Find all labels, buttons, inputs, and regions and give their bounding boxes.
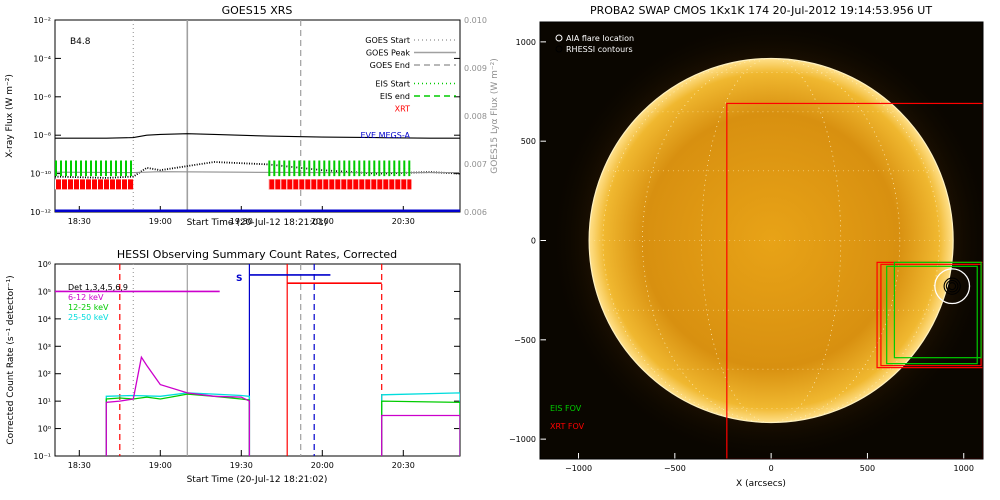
swap-eis-fov-1 [886, 265, 978, 365]
swap-legend-label: RHESSI contours [566, 45, 633, 54]
goes-x-tick-label: 20:00 [311, 217, 334, 226]
swap-fov-label: EIS FOV [550, 404, 582, 413]
hessi-legend-label: 6-12 keV [68, 293, 104, 302]
swap-x-tick-label: 500 [860, 464, 875, 473]
swap-legend-marker [555, 34, 563, 42]
goes-xrt-interval [55, 179, 134, 190]
hessi-flag-label: S [236, 274, 242, 284]
swap-fov-label: XRT FOV [550, 422, 585, 431]
hessi-y-axis-label: Corrected Count Rate (s⁻¹ detector⁻¹) [6, 275, 16, 444]
goes-legend-label: GOES End [370, 61, 410, 70]
swap-y-tick-label: 1000 [516, 38, 536, 47]
hessi-y-tick-label: 10¹ [38, 397, 51, 406]
hessi-x-axis-label: Start Time (20-Jul-12 18:21:02) [187, 475, 328, 485]
hessi-x-tick-label: 18:30 [68, 461, 91, 470]
goes-y-right-tick-label: 0.008 [464, 112, 487, 121]
hessi-chart-title: HESSI Observing Summary Count Rates, Cor… [117, 248, 397, 261]
goes-legend-label: EVE MEGS-A [360, 131, 410, 140]
goes-y-right-tick-label: 0.007 [464, 160, 487, 169]
goes-y-right-axis-label: GOES15 Lyα Flux (W m⁻²) [490, 58, 500, 174]
hessi-y-tick-label: 10⁶ [38, 260, 51, 269]
hessi-legend-label: 25-50 keV [68, 313, 109, 322]
goes-legend-label: EIS end [380, 92, 410, 101]
goes-x-tick-label: 19:30 [230, 217, 253, 226]
goes-y-tick-label: 10⁻⁶ [33, 93, 51, 102]
goes-x-axis-label: Start Time (20-Jul-12 18:21:01) [187, 218, 328, 228]
goes-chart-title: GOES15 XRS [222, 4, 293, 17]
goes-legend-label: GOES Start [365, 36, 410, 45]
swap-rhessi-contour [943, 277, 961, 295]
hessi-legend-label: Det 1,3,4,5,6,9 [68, 283, 128, 292]
hessi-y-tick-label: 10³ [38, 342, 51, 351]
swap-rhessi-contour [948, 282, 957, 291]
swap-aia-flare-location [934, 268, 971, 305]
goes-xrs-chart: GOES15 XRS 10⁻¹² 10⁻¹⁰ 10⁻⁸ 10⁻⁶ 10⁻⁴ 10⁻² 0.… [5, 4, 500, 228]
goes-y-tick-label: 10⁻² [33, 16, 51, 25]
goes-xrt-interval [268, 179, 412, 190]
swap-image-title: PROBA2 SWAP CMOS 1Kx1K 174 20-Jul-2012 1… [590, 4, 932, 17]
hessi-y-tick-label: 10² [38, 370, 51, 379]
swap-x-tick-label: −1000 [565, 464, 592, 473]
hessi-y-tick-label: 10⁰ [38, 425, 51, 434]
hessi-late-series-12-25-kev [381, 400, 460, 456]
goes-y-axis-label: X-ray Flux (W m⁻²) [5, 74, 15, 158]
swap-y-tick-label: 0 [531, 237, 536, 246]
swap-legend-label: AIA flare location [566, 34, 634, 43]
swap-y-tick-label: 500 [521, 137, 536, 146]
hessi-plot-frame [54, 263, 461, 457]
swap-rhessi-contour [945, 279, 959, 293]
goes-x-tick-label: 19:00 [149, 217, 172, 226]
goes-y-right-tick-label: 0.009 [464, 64, 487, 73]
swap-solar-disk [589, 58, 954, 423]
hessi-count-rate-chart: HESSI Observing Summary Count Rates, Cor… [6, 248, 461, 485]
hessi-series-12-25-kev [105, 393, 251, 456]
hessi-y-tick-label: 10⁴ [38, 315, 51, 324]
swap-y-tick-label: −500 [514, 336, 536, 345]
hessi-x-tick-label: 19:00 [149, 461, 172, 470]
hessi-x-tick-label: 20:30 [392, 461, 415, 470]
goes-y-tick-label: 10⁻⁸ [33, 131, 51, 140]
swap-grid-meridian [701, 58, 842, 423]
goes-legend: GOES Start GOES Peak GOES End EIS Start EIS … [360, 36, 456, 140]
hessi-late-series-6-12-kev [381, 414, 460, 456]
hessi-series-25-50-kev [105, 392, 251, 456]
hessi-y-tick-label: 10⁵ [38, 287, 51, 296]
swap-x-tick-label: 1000 [954, 464, 974, 473]
swap-legend: AIA flare location RHESSI contours EIS FOV… [550, 34, 634, 431]
hessi-y-tick-label: 10⁻¹ [33, 452, 51, 461]
swap-x-tick-label: −500 [664, 464, 686, 473]
hessi-x-tick-label: 19:30 [230, 461, 253, 470]
swap-eis-fov-2 [893, 261, 982, 359]
swap-x-axis-label: X (arcsecs) [736, 479, 786, 489]
goes-annotation: B4.8 [70, 37, 91, 47]
goes-y-tick-label: 10⁻¹⁰ [30, 170, 51, 179]
goes-x-tick-label: 20:30 [392, 217, 415, 226]
hessi-x-tick-label: 20:00 [311, 461, 334, 470]
swap-legend-marker [555, 45, 563, 53]
goes-y-tick-label: 10⁻⁴ [33, 54, 51, 63]
swap-solar-image: PROBA2 SWAP CMOS 1Kx1K 174 20-Jul-2012 1… [509, 4, 984, 489]
goes-y-right-tick-label: 0.010 [464, 16, 487, 25]
goes-series-1-8 [55, 133, 460, 139]
hessi-series-6-12-kev [105, 355, 251, 456]
goes-y-tick-label: 10⁻¹² [30, 208, 51, 217]
swap-y-tick-label: −1000 [509, 435, 536, 444]
hessi-legend-label: 12-25 keV [68, 303, 109, 312]
goes-legend-label: EIS Start [375, 80, 410, 89]
goes-x-tick-label: 18:30 [68, 217, 91, 226]
goes-legend-label: XRT [395, 105, 410, 114]
swap-x-tick-label: 0 [769, 464, 774, 473]
goes-y-right-tick-label: 0.006 [464, 208, 487, 217]
goes-legend-label: GOES Peak [366, 49, 411, 58]
swap-plot-frame [539, 21, 984, 460]
